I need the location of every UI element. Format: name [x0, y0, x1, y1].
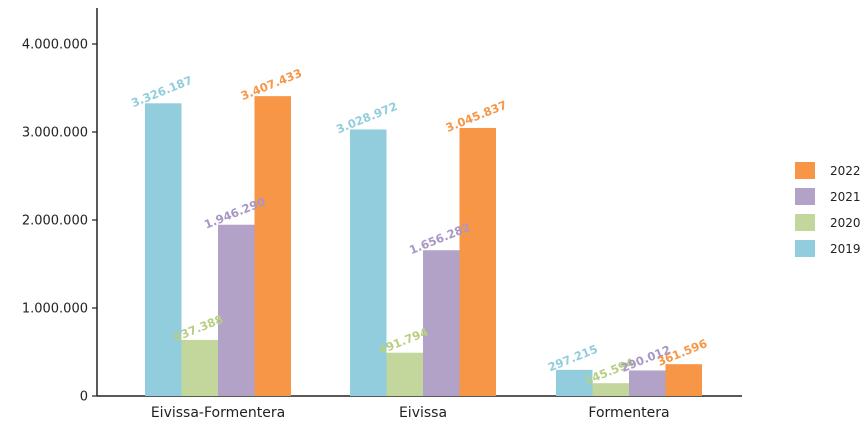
bar-2021-formentera[interactable]: [629, 370, 666, 396]
bar-2021-eivissa[interactable]: [423, 250, 460, 396]
bar-2020-eivissa-formentera[interactable]: [181, 339, 219, 396]
data-label-2022: 361.596: [655, 336, 709, 369]
bar-2019-eivissa-formentera[interactable]: [145, 103, 182, 397]
legend[interactable]: 2022 2021 2020 2019: [795, 162, 861, 257]
legend-label: 2022: [830, 164, 861, 178]
y-axis: 0 1.000.000 2.000.000 3.000.000 4.000.000: [22, 8, 98, 405]
legend-swatch: [795, 240, 815, 257]
y-tick-label: 0: [80, 390, 88, 405]
bar-2022-eivissa-formentera[interactable]: [254, 96, 292, 396]
bar-2022-eivissa[interactable]: [459, 127, 497, 397]
y-tick-label: 3.000.000: [22, 126, 88, 141]
category-label: Eivissa: [399, 405, 447, 421]
bar-2019-formentera[interactable]: [556, 369, 593, 396]
y-tick-label: 1.000.000: [22, 302, 88, 317]
legend-item-2022[interactable]: 2022: [795, 162, 861, 179]
legend-label: 2019: [830, 242, 861, 256]
legend-item-2019[interactable]: 2019: [795, 240, 861, 257]
category-label: Eivissa-Formentera: [151, 405, 285, 421]
legend-swatch: [795, 214, 815, 231]
y-tick-label: 4.000.000: [22, 38, 88, 53]
bar-2020-formentera[interactable]: [592, 383, 630, 396]
bars: [145, 96, 703, 397]
legend-label: 2021: [830, 190, 861, 204]
y-tick-label: 2.000.000: [22, 214, 88, 229]
legend-swatch: [795, 188, 815, 205]
legend-item-2021[interactable]: 2021: [795, 188, 861, 205]
bar-2021-eivissa-formentera[interactable]: [218, 224, 255, 396]
category-label: Formentera: [588, 405, 669, 421]
legend-item-2020[interactable]: 2020: [795, 214, 861, 231]
bar-2020-eivissa[interactable]: [386, 352, 424, 396]
bar-2022-formentera[interactable]: [665, 364, 703, 396]
legend-label: 2020: [830, 216, 861, 230]
legend-swatch: [795, 162, 815, 179]
data-label-2019: 297.215: [546, 342, 600, 375]
bar-2019-eivissa[interactable]: [350, 129, 387, 396]
x-axis: Eivissa-Formentera Eivissa Formentera: [97, 395, 742, 421]
